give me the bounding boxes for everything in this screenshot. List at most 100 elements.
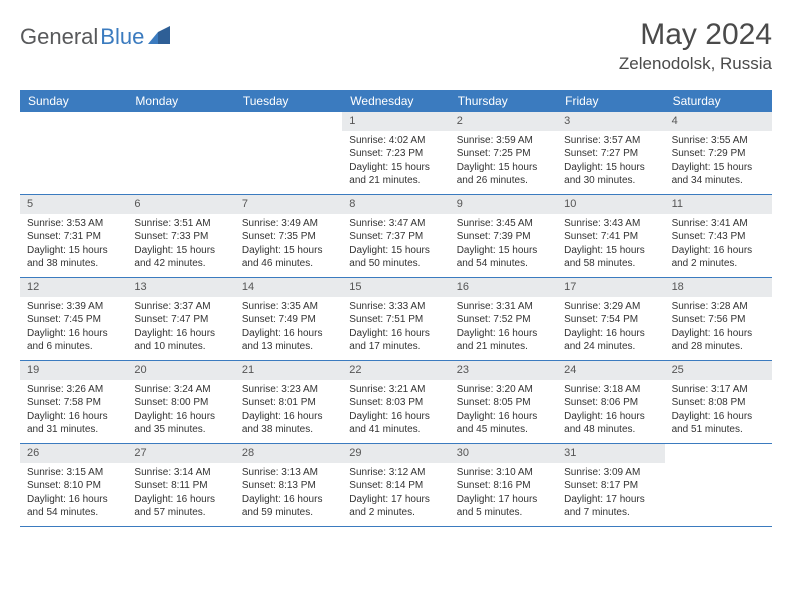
sunset-line: Sunset: 7:54 PM [564, 313, 657, 327]
daylight-line: Daylight: 15 hours and 21 minutes. [349, 161, 442, 188]
day-cell: 19Sunrise: 3:26 AMSunset: 7:58 PMDayligh… [20, 361, 127, 443]
day-header-cell: Wednesday [342, 90, 449, 112]
day-body: Sunrise: 3:55 AMSunset: 7:29 PMDaylight:… [665, 131, 772, 193]
day-cell: 11Sunrise: 3:41 AMSunset: 7:43 PMDayligh… [665, 195, 772, 277]
weeks-container: 1Sunrise: 4:02 AMSunset: 7:23 PMDaylight… [20, 112, 772, 527]
sunset-line: Sunset: 7:31 PM [27, 230, 120, 244]
daylight-line: Daylight: 15 hours and 58 minutes. [564, 244, 657, 271]
sunset-line: Sunset: 8:05 PM [457, 396, 550, 410]
day-cell: 10Sunrise: 3:43 AMSunset: 7:41 PMDayligh… [557, 195, 664, 277]
day-header-cell: Friday [557, 90, 664, 112]
sunrise-line: Sunrise: 3:14 AM [134, 466, 227, 480]
sunrise-line: Sunrise: 3:20 AM [457, 383, 550, 397]
day-cell: 27Sunrise: 3:14 AMSunset: 8:11 PMDayligh… [127, 444, 234, 526]
day-number: 11 [665, 195, 772, 214]
day-number: 27 [127, 444, 234, 463]
daylight-line: Daylight: 15 hours and 30 minutes. [564, 161, 657, 188]
sunrise-line: Sunrise: 3:43 AM [564, 217, 657, 231]
sunrise-line: Sunrise: 3:13 AM [242, 466, 335, 480]
daylight-line: Daylight: 16 hours and 51 minutes. [672, 410, 765, 437]
day-cell: 23Sunrise: 3:20 AMSunset: 8:05 PMDayligh… [450, 361, 557, 443]
day-body: Sunrise: 3:45 AMSunset: 7:39 PMDaylight:… [450, 214, 557, 276]
logo-text-part2: Blue [100, 24, 144, 50]
sunrise-line: Sunrise: 3:17 AM [672, 383, 765, 397]
day-cell: 28Sunrise: 3:13 AMSunset: 8:13 PMDayligh… [235, 444, 342, 526]
day-cell: 21 Sunrise: 3:23 AMSunset: 8:01 PMDayligh… [235, 361, 342, 443]
daylight-line: Daylight: 16 hours and 6 minutes. [27, 327, 120, 354]
sunrise-line: Sunrise: 3:29 AM [564, 300, 657, 314]
daylight-line: Daylight: 16 hours and 13 minutes. [242, 327, 335, 354]
day-cell: 14Sunrise: 3:35 AMSunset: 7:49 PMDayligh… [235, 278, 342, 360]
day-body: Sunrise: 3:17 AMSunset: 8:08 PMDaylight:… [665, 380, 772, 442]
day-number: 19 [20, 361, 127, 380]
daylight-line: Daylight: 17 hours and 7 minutes. [564, 493, 657, 520]
day-body: Sunrise: 3:39 AMSunset: 7:45 PMDaylight:… [20, 297, 127, 359]
day-body: Sunrise: 3:28 AMSunset: 7:56 PMDaylight:… [665, 297, 772, 359]
sunset-line: Sunset: 8:01 PM [242, 396, 335, 410]
day-body: Sunrise: 3:53 AMSunset: 7:31 PMDaylight:… [20, 214, 127, 276]
sunset-line: Sunset: 7:33 PM [134, 230, 227, 244]
day-body: Sunrise: 3:43 AMSunset: 7:41 PMDaylight:… [557, 214, 664, 276]
daylight-line: Daylight: 16 hours and 41 minutes. [349, 410, 442, 437]
sunset-line: Sunset: 7:49 PM [242, 313, 335, 327]
week-row: 12Sunrise: 3:39 AMSunset: 7:45 PMDayligh… [20, 278, 772, 361]
day-cell: 16Sunrise: 3:31 AMSunset: 7:52 PMDayligh… [450, 278, 557, 360]
sunrise-line: Sunrise: 3:37 AM [134, 300, 227, 314]
day-number: 6 [127, 195, 234, 214]
day-body: Sunrise: 3:51 AMSunset: 7:33 PMDaylight:… [127, 214, 234, 276]
day-body: Sunrise: 3:20 AMSunset: 8:05 PMDaylight:… [450, 380, 557, 442]
day-number: 24 [557, 361, 664, 380]
day-header-cell: Monday [127, 90, 234, 112]
logo-mark-icon [148, 26, 170, 49]
day-cell: 7Sunrise: 3:49 AMSunset: 7:35 PMDaylight… [235, 195, 342, 277]
day-body: Sunrise: 3:59 AMSunset: 7:25 PMDaylight:… [450, 131, 557, 193]
day-header-cell: Thursday [450, 90, 557, 112]
daylight-line: Daylight: 16 hours and 2 minutes. [672, 244, 765, 271]
day-cell: 24Sunrise: 3:18 AMSunset: 8:06 PMDayligh… [557, 361, 664, 443]
day-number: 18 [665, 278, 772, 297]
day-header-cell: Tuesday [235, 90, 342, 112]
day-cell: 2Sunrise: 3:59 AMSunset: 7:25 PMDaylight… [450, 112, 557, 194]
daylight-line: Daylight: 15 hours and 34 minutes. [672, 161, 765, 188]
sunset-line: Sunset: 8:08 PM [672, 396, 765, 410]
day-number: 30 [450, 444, 557, 463]
day-cell: 31Sunrise: 3:09 AMSunset: 8:17 PMDayligh… [557, 444, 664, 526]
day-number: 21 [235, 361, 342, 380]
daylight-line: Daylight: 15 hours and 46 minutes. [242, 244, 335, 271]
daylight-line: Daylight: 16 hours and 10 minutes. [134, 327, 227, 354]
sunrise-line: Sunrise: 3:39 AM [27, 300, 120, 314]
day-cell [665, 444, 772, 526]
daylight-line: Daylight: 16 hours and 28 minutes. [672, 327, 765, 354]
sunrise-line: Sunrise: 3:51 AM [134, 217, 227, 231]
sunrise-line: Sunrise: 3:53 AM [27, 217, 120, 231]
daylight-line: Daylight: 16 hours and 38 minutes. [242, 410, 335, 437]
daylight-line: Daylight: 16 hours and 54 minutes. [27, 493, 120, 520]
sunrise-line: Sunrise: 3:31 AM [457, 300, 550, 314]
week-row: 5Sunrise: 3:53 AMSunset: 7:31 PMDaylight… [20, 195, 772, 278]
day-cell: 29Sunrise: 3:12 AMSunset: 8:14 PMDayligh… [342, 444, 449, 526]
sunrise-line: Sunrise: 3:10 AM [457, 466, 550, 480]
week-row: 19Sunrise: 3:26 AMSunset: 7:58 PMDayligh… [20, 361, 772, 444]
sunset-line: Sunset: 7:29 PM [672, 147, 765, 161]
daylight-line: Daylight: 16 hours and 59 minutes. [242, 493, 335, 520]
day-cell: 15Sunrise: 3:33 AMSunset: 7:51 PMDayligh… [342, 278, 449, 360]
day-body: Sunrise: 3:41 AMSunset: 7:43 PMDaylight:… [665, 214, 772, 276]
day-number: 7 [235, 195, 342, 214]
daylight-line: Daylight: 16 hours and 17 minutes. [349, 327, 442, 354]
day-cell: 18Sunrise: 3:28 AMSunset: 7:56 PMDayligh… [665, 278, 772, 360]
day-cell [127, 112, 234, 194]
sunset-line: Sunset: 7:51 PM [349, 313, 442, 327]
sunrise-line: Sunrise: 3:33 AM [349, 300, 442, 314]
sunset-line: Sunset: 7:47 PM [134, 313, 227, 327]
day-cell: 17Sunrise: 3:29 AMSunset: 7:54 PMDayligh… [557, 278, 664, 360]
daylight-line: Daylight: 15 hours and 50 minutes. [349, 244, 442, 271]
sunrise-line: Sunrise: 3:09 AM [564, 466, 657, 480]
daylight-line: Daylight: 17 hours and 5 minutes. [457, 493, 550, 520]
sunrise-line: Sunrise: 3:21 AM [349, 383, 442, 397]
sunset-line: Sunset: 7:27 PM [564, 147, 657, 161]
day-body: Sunrise: 3:21 AMSunset: 8:03 PMDaylight:… [342, 380, 449, 442]
day-number: 3 [557, 112, 664, 131]
sunrise-line: Sunrise: 3:23 AM [242, 383, 335, 397]
daylight-line: Daylight: 16 hours and 31 minutes. [27, 410, 120, 437]
day-number: 23 [450, 361, 557, 380]
